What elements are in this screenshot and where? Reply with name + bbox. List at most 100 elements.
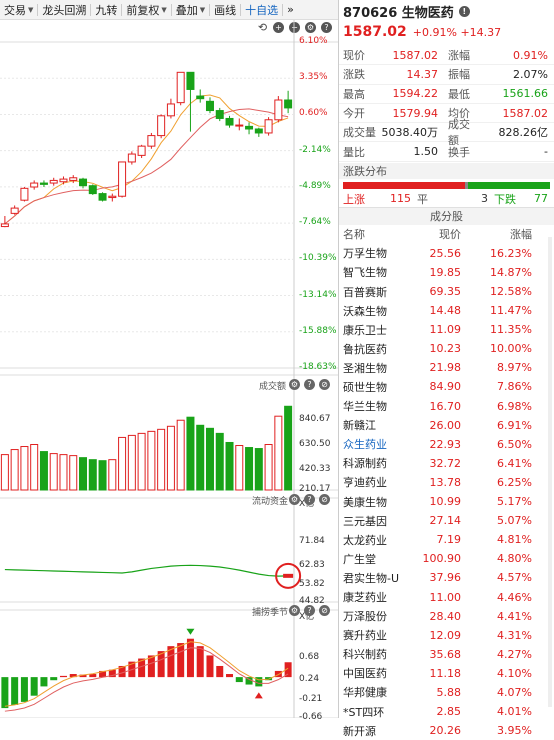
double-chevron-right-icon[interactable]: » (287, 3, 294, 16)
close-icon[interactable]: ⊘ (319, 605, 330, 616)
candle-body[interactable] (127, 153, 136, 163)
component-row[interactable]: 亨迪药业 13.78 6.25% (339, 473, 554, 492)
indicator-bar[interactable] (167, 646, 175, 678)
toolbar-item[interactable]: 九转 (91, 0, 121, 19)
volume-bar[interactable] (225, 441, 234, 491)
candle-body[interactable] (254, 128, 263, 134)
candle-body[interactable] (79, 178, 88, 187)
volume-bar[interactable] (10, 449, 19, 491)
volume-bar[interactable] (98, 460, 107, 491)
candle-body[interactable] (147, 135, 156, 147)
component-row[interactable]: 百普赛斯 69.35 12.58% (339, 282, 554, 301)
settings-icon[interactable]: ⚙ (289, 494, 300, 505)
candle-body[interactable] (88, 185, 97, 195)
candle-body[interactable] (49, 179, 58, 184)
col-price[interactable]: 现价 (439, 228, 461, 242)
component-row[interactable]: *ST四环 2.85 4.01% (339, 702, 554, 721)
settings-icon[interactable]: ⚙ (289, 379, 300, 390)
col-name[interactable]: 名称 (343, 228, 365, 242)
indicator-bar[interactable] (69, 674, 77, 678)
help-icon[interactable]: ? (321, 22, 332, 33)
volume-bar[interactable] (137, 432, 146, 491)
candle-body[interactable] (274, 99, 283, 121)
volume-bar[interactable] (274, 415, 283, 491)
col-change[interactable]: 涨幅 (510, 228, 532, 242)
component-row[interactable]: 众生药业 22.93 6.50% (339, 435, 554, 454)
indicator-bar[interactable] (177, 643, 185, 678)
volume-bar[interactable] (39, 451, 48, 491)
candle-body[interactable] (225, 117, 234, 126)
indicator-bar[interactable] (245, 677, 253, 685)
indicator-bar[interactable] (50, 677, 58, 681)
settings-icon[interactable]: ⚙ (289, 605, 300, 616)
help-icon[interactable]: ? (304, 379, 315, 390)
candle-body[interactable] (186, 71, 195, 90)
indicator-bar[interactable] (186, 638, 194, 678)
toolbar-item[interactable]: 叠加 ▼ (172, 0, 209, 19)
candle-body[interactable] (205, 100, 214, 112)
indicator-bar[interactable] (226, 674, 234, 678)
indicator-bar[interactable] (206, 655, 214, 678)
indicator-bar[interactable] (108, 669, 116, 678)
volume-bar[interactable] (49, 453, 58, 491)
volume-bar[interactable] (215, 432, 224, 491)
component-row[interactable]: 万泽股份 28.40 4.41% (339, 607, 554, 626)
add-favorite-button[interactable]: 十自选 (245, 3, 279, 17)
candle-body[interactable] (166, 103, 175, 117)
candle-body[interactable] (215, 110, 224, 119)
component-row[interactable]: 华邦健康 5.88 4.07% (339, 683, 554, 702)
candle-body[interactable] (196, 95, 205, 100)
indicator-bar[interactable] (11, 677, 19, 705)
component-row[interactable]: 美康生物 10.99 5.17% (339, 492, 554, 511)
volume-bar[interactable] (205, 427, 214, 491)
indicator-bar[interactable] (89, 674, 97, 678)
volume-bar[interactable] (30, 444, 39, 491)
volume-bar[interactable] (59, 454, 68, 491)
candle-body[interactable] (284, 99, 293, 109)
candle-body[interactable] (157, 115, 166, 137)
indicator-bar[interactable] (30, 677, 38, 696)
volume-bar[interactable] (264, 444, 273, 491)
component-row[interactable]: 新赣江 26.00 6.91% (339, 416, 554, 435)
component-row[interactable]: 康乐卫士 11.09 11.35% (339, 320, 554, 339)
zoom-in-icon[interactable]: + (273, 22, 284, 33)
volume-bar[interactable] (147, 430, 156, 491)
indicator-bar[interactable] (20, 677, 28, 702)
candle-body[interactable] (30, 182, 39, 188)
toolbar-item[interactable]: 交易 ▼ (0, 0, 37, 19)
candle-body[interactable] (59, 178, 68, 183)
volume-bar[interactable] (118, 436, 127, 491)
indicator-bar[interactable] (157, 651, 165, 678)
indicator-bar[interactable] (138, 658, 146, 678)
volume-bar[interactable] (157, 428, 166, 491)
indicator-bar[interactable] (284, 662, 292, 678)
candle-body[interactable] (264, 119, 273, 134)
indicator-bar[interactable] (99, 670, 107, 678)
volume-bar[interactable] (127, 434, 136, 491)
volume-bar[interactable] (284, 405, 293, 491)
volume-bar[interactable] (245, 447, 254, 491)
candle-body[interactable] (118, 161, 127, 197)
candle-body[interactable] (98, 193, 107, 201)
toolbar-item[interactable]: 龙头回溯 (38, 0, 90, 19)
component-row[interactable]: 新开源 20.26 3.95% (339, 721, 554, 740)
indicator-bar[interactable] (147, 655, 155, 678)
volume-bar[interactable] (79, 457, 88, 491)
indicator-bar[interactable] (196, 646, 204, 678)
volume-bar[interactable] (88, 459, 97, 491)
close-icon[interactable]: ⊘ (319, 379, 330, 390)
component-row[interactable]: 沃森生物 14.48 11.47% (339, 301, 554, 320)
volume-bar[interactable] (235, 445, 244, 491)
component-row[interactable]: 太龙药业 7.19 4.81% (339, 530, 554, 549)
candle-body[interactable] (69, 177, 78, 181)
volume-bar[interactable] (108, 459, 117, 491)
component-row[interactable]: 万孚生物 25.56 16.23% (339, 244, 554, 263)
indicator-bar[interactable] (274, 670, 282, 678)
refresh-icon[interactable]: ⟲ (257, 21, 268, 34)
indicator-bar[interactable] (79, 674, 87, 678)
candle-body[interactable] (39, 182, 48, 185)
component-row[interactable]: 君实生物-U 37.96 4.57% (339, 568, 554, 587)
volume-bar[interactable] (166, 425, 175, 491)
settings-icon[interactable]: ⚙ (305, 22, 316, 33)
toolbar-item[interactable]: 前复权 ▼ (122, 0, 170, 19)
